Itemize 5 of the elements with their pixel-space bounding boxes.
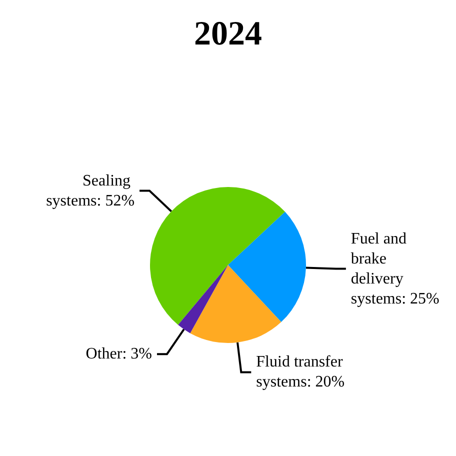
chart-title: 2024 <box>194 16 262 52</box>
slice-label: Other: 3% <box>86 346 152 363</box>
slice-label: Fluid transfer systems: 20% <box>256 354 347 391</box>
slice-label: Fuel and brake delivery systems: 25% <box>350 230 440 308</box>
slice-label: Sealing systems: 52% <box>46 172 135 210</box>
